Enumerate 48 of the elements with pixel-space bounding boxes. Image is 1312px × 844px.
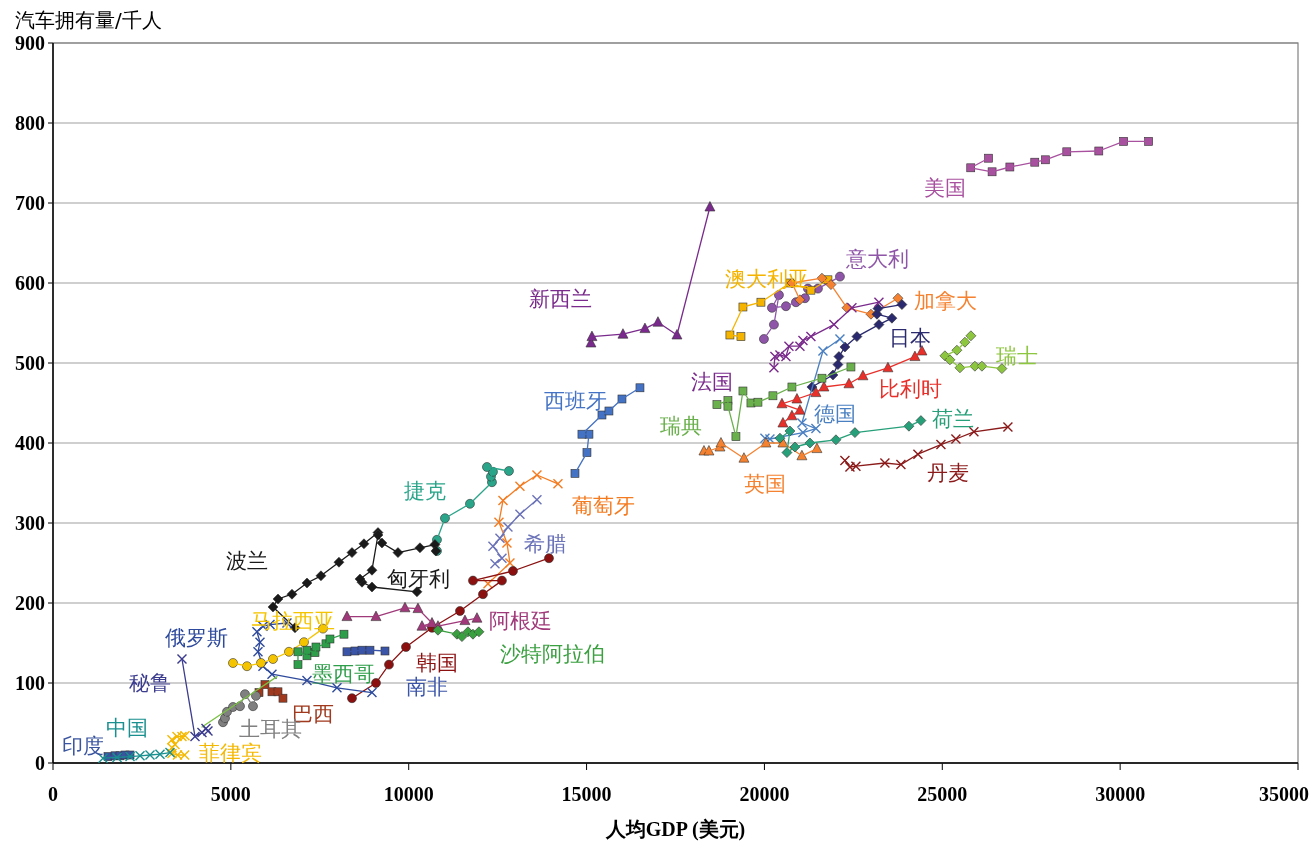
series-label: 捷克: [404, 479, 446, 503]
series-label: 波兰: [226, 549, 268, 573]
series-label: 秘鲁: [129, 671, 171, 695]
series-label: 阿根廷: [488, 609, 552, 633]
series-label: 韩国: [416, 651, 458, 675]
series-label: 美国: [924, 176, 966, 200]
y-tick-label: 900: [15, 32, 45, 54]
y-axis-title: 汽车拥有量/千人: [15, 8, 162, 32]
x-tick-label: 10000: [383, 783, 434, 805]
series-label: 葡萄牙: [571, 494, 635, 518]
x-tick-label: 30000: [1095, 783, 1146, 805]
y-tick-label: 700: [15, 192, 45, 214]
series-label: 英国: [744, 472, 786, 496]
series-label: 瑞典: [660, 414, 702, 438]
series-label: 西班牙: [543, 389, 607, 413]
y-tick-label: 600: [15, 272, 45, 294]
series-label: 日本: [889, 326, 931, 350]
series-label: 菲律宾: [198, 741, 262, 765]
series-label: 匈牙利: [386, 567, 450, 591]
series-label: 墨西哥: [311, 662, 375, 686]
y-tick-label: 800: [15, 112, 45, 134]
x-axis-title: 人均GDP (美元): [604, 818, 746, 841]
series-label: 希腊: [524, 532, 566, 556]
series-label: 意大利: [844, 247, 909, 271]
y-tick-label: 500: [15, 352, 45, 374]
x-tick-label: 35000: [1259, 783, 1309, 805]
y-tick-label: 400: [15, 432, 45, 454]
y-tick-label: 0: [35, 752, 45, 774]
series-label: 比利时: [878, 377, 942, 401]
y-tick-label: 100: [15, 672, 45, 694]
x-tick-label: 15000: [561, 783, 612, 805]
series-label: 瑞士: [996, 344, 1038, 368]
y-tick-label: 300: [15, 512, 45, 534]
series-label: 俄罗斯: [164, 626, 228, 650]
series-label: 南非: [406, 675, 448, 699]
series-label: 沙特阿拉伯: [499, 642, 605, 666]
series-label: 荷兰: [932, 407, 974, 431]
series-label: 丹麦: [927, 461, 969, 485]
series-label: 法国: [691, 370, 733, 394]
x-tick-label: 5000: [210, 783, 251, 805]
series-label: 印度: [62, 734, 104, 758]
series-label: 加拿大: [913, 289, 977, 313]
x-tick-label: 20000: [739, 783, 790, 805]
x-tick-label: 25000: [917, 783, 968, 805]
series-label: 德国: [814, 402, 856, 426]
series-label: 新西兰: [528, 287, 592, 311]
series-label: 中国: [106, 716, 148, 740]
y-tick-label: 200: [15, 592, 45, 614]
